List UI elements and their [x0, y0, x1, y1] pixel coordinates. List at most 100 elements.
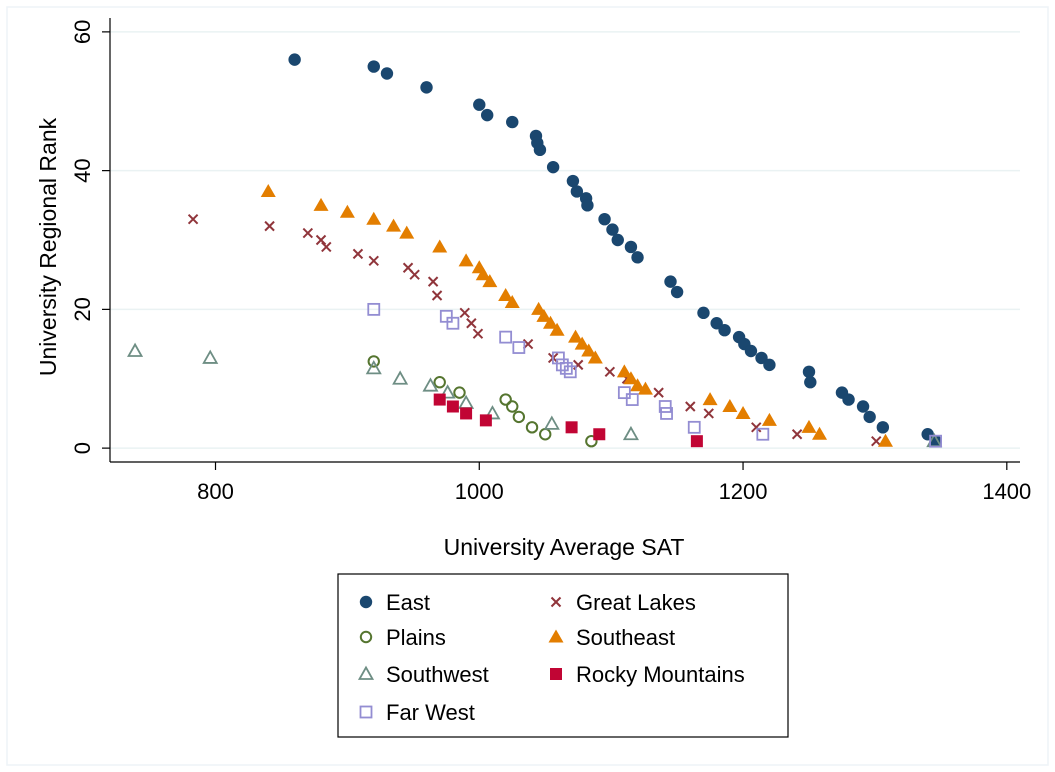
point-east — [611, 233, 624, 247]
legend: East Great Lakes Plains Southeast Southwest R… — [337, 573, 789, 738]
point-east — [566, 174, 580, 188]
point-far-west — [563, 365, 577, 379]
point-rocky-mountains — [446, 400, 459, 413]
point-southeast — [542, 315, 558, 329]
point-southeast — [399, 225, 415, 239]
point-plains — [453, 386, 466, 399]
point-far-west — [756, 427, 770, 441]
point-southeast — [877, 433, 893, 447]
point-southeast — [504, 294, 520, 308]
point-southwest — [439, 384, 456, 399]
legend-item-plains: Plains — [359, 625, 446, 650]
point-east — [876, 421, 890, 434]
point-east — [598, 212, 611, 226]
point-southeast — [386, 218, 402, 232]
point-far-west — [658, 400, 672, 413]
point-southeast — [761, 412, 777, 426]
legend-label-great-lakes: Great Lakes — [576, 590, 696, 615]
legend-box — [337, 573, 789, 738]
point-southeast — [536, 308, 552, 322]
point-southeast — [581, 343, 597, 357]
point-southeast — [616, 364, 632, 378]
point-rocky-mountains — [460, 407, 473, 420]
x-axis-title: University Average SAT — [444, 534, 685, 560]
point-southwest — [543, 415, 560, 430]
point-far-west — [512, 341, 526, 354]
point-east — [420, 81, 433, 94]
point-plains — [433, 376, 446, 389]
point-southwest — [365, 360, 382, 375]
point-rocky-mountains — [479, 414, 492, 427]
series-southeast — [260, 183, 893, 447]
point-great-lakes — [187, 213, 199, 225]
legend-item-far-west: Far West — [359, 700, 475, 725]
series-plains — [367, 355, 598, 448]
point-southwest — [422, 377, 439, 392]
point-southeast — [702, 392, 718, 406]
point-great-lakes — [264, 220, 275, 232]
point-far-west — [625, 393, 639, 406]
legend-item-southeast: Southeast — [548, 625, 675, 650]
point-southeast — [366, 211, 382, 225]
series-rocky-mountains — [433, 393, 703, 448]
point-southeast — [339, 204, 355, 218]
x-tick-label: 800 — [197, 479, 234, 504]
point-southeast — [637, 381, 653, 395]
point-plains — [512, 410, 526, 424]
point-east — [606, 223, 619, 236]
point-great-lakes — [409, 269, 420, 280]
point-southeast — [498, 288, 514, 301]
point-great-lakes — [352, 248, 364, 260]
point-plains — [585, 434, 598, 448]
point-great-lakes — [472, 328, 484, 339]
point-southeast — [260, 183, 276, 197]
point-far-west — [660, 407, 673, 420]
point-far-west — [555, 358, 569, 372]
point-far-west — [687, 420, 701, 434]
point-rocky-mountains — [565, 421, 578, 434]
point-southeast — [587, 350, 603, 364]
legend-marker-rocky-mountains — [550, 668, 562, 680]
point-great-lakes — [653, 387, 664, 398]
point-great-lakes — [431, 290, 443, 301]
point-great-lakes — [321, 241, 332, 253]
point-east — [863, 410, 876, 424]
point-east — [670, 285, 684, 299]
point-east — [718, 323, 731, 337]
legend-marker-southeast — [548, 629, 564, 643]
point-southeast — [475, 267, 491, 281]
legend-label-far-west: Far West — [386, 700, 475, 725]
point-southeast — [623, 371, 639, 385]
legend-item-great-lakes: Great Lakes — [550, 590, 696, 615]
point-plains — [367, 355, 380, 368]
axes: 0 20 40 60 800 1000 1200 1400 — [70, 18, 1031, 504]
series-east — [288, 53, 942, 448]
point-southeast — [568, 329, 584, 343]
legend-label-plains: Plains — [386, 625, 446, 650]
point-far-west — [617, 386, 631, 400]
point-far-west — [552, 351, 565, 365]
point-east — [804, 376, 817, 389]
point-southwest — [622, 425, 639, 441]
x-tick-label: 1200 — [719, 479, 768, 504]
point-great-lakes — [315, 234, 327, 246]
point-southeast — [812, 426, 828, 440]
legend-marker-great-lakes — [550, 596, 562, 608]
series-southwest — [127, 342, 943, 448]
legend-label-rocky-mountains: Rocky Mountains — [576, 662, 745, 687]
point-great-lakes — [871, 435, 882, 447]
point-east — [624, 240, 638, 254]
point-great-lakes — [466, 318, 477, 329]
legend-label-east: East — [386, 590, 430, 615]
y-tick-label: 40 — [70, 158, 95, 182]
point-east — [506, 115, 519, 129]
legend-marker-plains — [359, 630, 373, 644]
point-east — [581, 199, 594, 212]
point-southeast — [313, 197, 329, 211]
point-east — [763, 358, 776, 372]
point-far-west — [446, 316, 460, 330]
point-far-west — [439, 309, 453, 323]
point-plains — [525, 421, 539, 434]
point-great-lakes — [685, 401, 696, 412]
